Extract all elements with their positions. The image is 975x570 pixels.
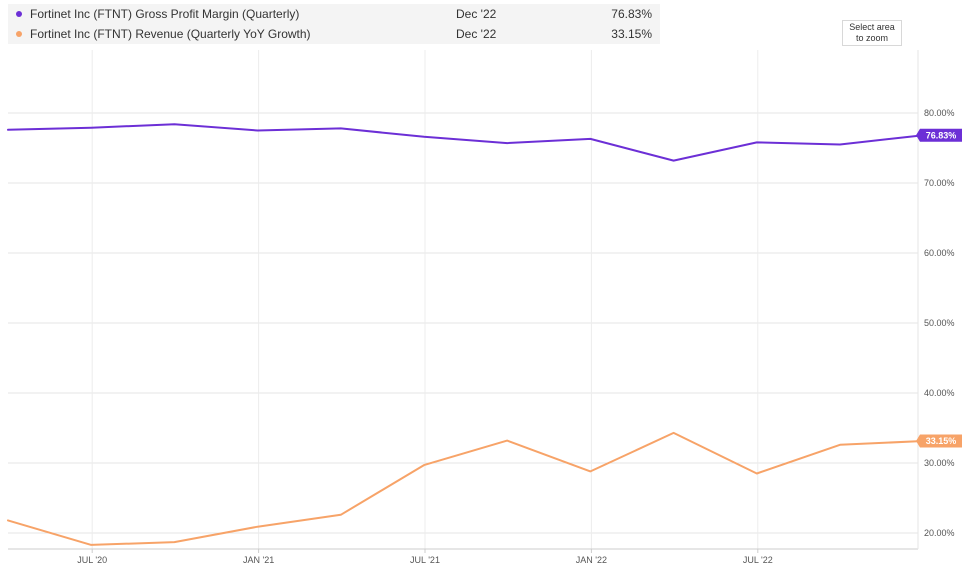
y-tick-label: 50.00% [924,318,955,328]
legend-series-value: 33.15% [611,27,652,41]
legend-dot-gross-margin [16,11,22,17]
x-axis-tick-labels: JUL '20 JAN '21 JUL '21 JAN '22 JUL '22 [77,555,773,565]
chart-legend: Fortinet Inc (FTNT) Gross Profit Margin … [8,4,660,44]
legend-series-value: 76.83% [611,7,652,21]
horizontal-gridlines [8,112,918,534]
series-end-badge [916,434,962,448]
x-tick-label: JAN '21 [243,555,274,565]
legend-series-name: Fortinet Inc (FTNT) Gross Profit Margin … [30,7,300,21]
legend-dot-revenue-growth [16,31,22,37]
y-tick-label: 30.00% [924,458,955,468]
series-line-revenue-growth[interactable] [7,431,925,546]
y-tick-label: 20.00% [924,528,955,538]
select-area-to-zoom-button[interactable]: Select area to zoom [842,20,902,46]
series-line-gross-margin[interactable] [7,123,925,162]
series-end-labels: 76.83% 33.15% [916,128,962,448]
x-tick-label: JAN '22 [576,555,607,565]
series-end-label: 33.15% [926,436,957,446]
y-tick-label: 60.00% [924,248,955,258]
y-tick-label: 70.00% [924,178,955,188]
series-end-badge [916,128,962,142]
legend-series-name: Fortinet Inc (FTNT) Revenue (Quarterly Y… [30,27,311,41]
y-tick-label: 40.00% [924,388,955,398]
x-tick-label: JUL '22 [743,555,773,565]
x-tick-label: JUL '21 [410,555,440,565]
y-tick-label: 80.00% [924,108,955,118]
legend-item-gross-margin[interactable]: Fortinet Inc (FTNT) Gross Profit Margin … [8,4,660,24]
y-axis-tick-labels: 20.00% 30.00% 40.00% 50.00% 60.00% 70.00% 80.0… [924,108,955,538]
legend-item-revenue-growth[interactable]: Fortinet Inc (FTNT) Revenue (Quarterly Y… [8,24,660,44]
x-tick-label: JUL '20 [77,555,107,565]
series-end-label: 76.83% [926,130,957,140]
legend-series-date: Dec '22 [456,7,497,21]
series-layer [7,123,925,546]
legend-series-date: Dec '22 [456,27,497,41]
